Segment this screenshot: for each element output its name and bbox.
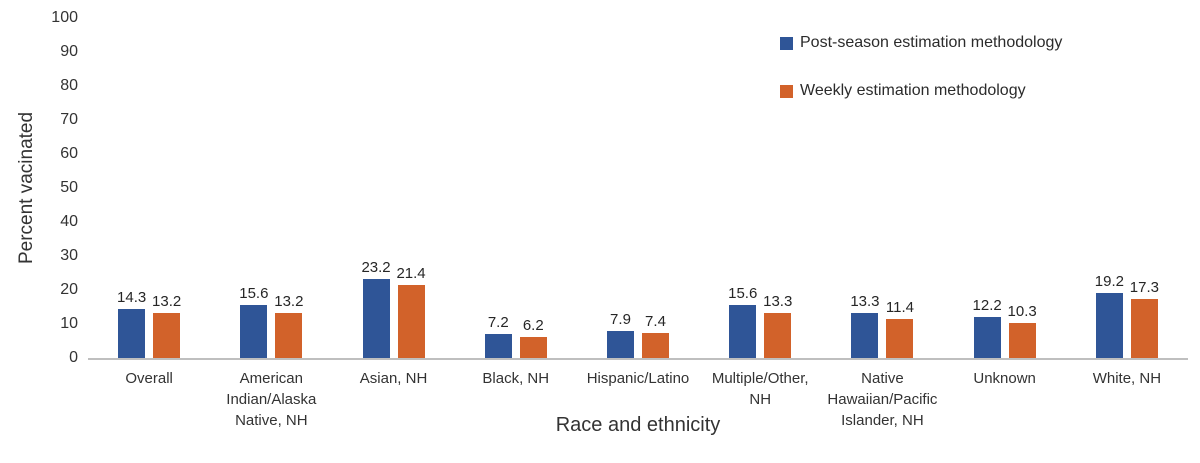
- x-category-label: Native Hawaiian/Pacific Islander, NH: [827, 370, 938, 429]
- x-category-label: Hispanic/Latino: [586, 370, 690, 387]
- bar-post-season: 13.3: [850, 293, 880, 358]
- bar-weekly: 13.3: [763, 293, 792, 358]
- y-axis: 0 10 20 30 40 50 60 70 80 90 100: [0, 0, 82, 463]
- bar-post-season: 23.2: [361, 259, 391, 358]
- x-category-label: Asian, NH: [359, 370, 428, 387]
- y-tick-label: 90: [60, 43, 78, 60]
- bar-weekly: 10.3: [1008, 303, 1037, 358]
- bar-post-season: 7.2: [484, 314, 512, 358]
- x-category-label: Multiple/Other, NH: [711, 370, 809, 408]
- y-tick-label: 20: [60, 281, 78, 298]
- legend-label: Weekly estimation methodology: [800, 82, 1026, 99]
- y-tick-label: 40: [60, 213, 78, 230]
- legend-swatch: [780, 84, 793, 98]
- bar-post-season: 15.6: [728, 285, 757, 358]
- x-category-label: White, NH: [1092, 370, 1162, 387]
- bar-weekly: 13.2: [152, 293, 181, 358]
- bar-group: 12.2 10.3: [944, 18, 1066, 358]
- y-tick-label: 70: [60, 111, 78, 128]
- bar-value-label: 13.3: [763, 292, 793, 310]
- bar-group: 13.3 11.4: [821, 18, 943, 358]
- bar-weekly: 13.2: [274, 293, 303, 358]
- bar-value-label: 15.6: [728, 285, 758, 302]
- bar-post-season: 12.2: [973, 297, 1002, 358]
- bar-value-label: 13.2: [152, 293, 182, 311]
- plot-area: 14.3 13.2 15.6 13.2 23.2 21.4 7.2 6.2 7.9 7.4 15.6…: [88, 18, 1188, 360]
- x-category-label: Unknown: [973, 370, 1036, 387]
- bar-post-season: 15.6: [239, 285, 268, 358]
- bar-weekly: 6.2: [519, 317, 547, 358]
- x-axis-title: Race and ethnicity: [555, 414, 721, 436]
- bar-post-season: 7.9: [606, 311, 634, 358]
- bar-group: 15.6 13.3: [699, 18, 821, 358]
- y-tick-label: 100: [51, 9, 78, 26]
- bar-value-label: 17.3: [1129, 279, 1159, 297]
- legend-item: Post-season estimation methodology: [780, 33, 1062, 53]
- x-axis-labels: Overall American Indian/Alaska Native, NH…: [88, 368, 1188, 431]
- bar-weekly: 17.3: [1130, 279, 1159, 358]
- bar-weekly: 11.4: [886, 299, 914, 358]
- bar-value-label: 7.4: [645, 312, 666, 330]
- x-category-label: American Indian/Alaska Native, NH: [226, 370, 317, 429]
- bar-group: 23.2 21.4: [332, 18, 454, 358]
- bar-group: 7.9 7.4: [577, 18, 699, 358]
- legend-item: Weekly estimation methodology: [780, 81, 1062, 101]
- bar-value-label: 21.4: [396, 265, 426, 283]
- bar-value-label: 10.3: [1007, 303, 1037, 320]
- legend-label: Post-season estimation methodology: [800, 34, 1063, 51]
- y-tick-label: 60: [60, 145, 78, 162]
- bar-post-season: 19.2: [1095, 273, 1124, 358]
- bar-group: 14.3 13.2: [88, 18, 210, 358]
- bar-group: 19.2 17.3: [1066, 18, 1188, 358]
- bar-group: 7.2 6.2: [455, 18, 577, 358]
- bar-weekly: 21.4: [396, 265, 426, 358]
- bar-value-label: 15.6: [239, 285, 269, 302]
- bar-value-label: 11.4: [885, 299, 914, 317]
- bar-value-label: 14.3: [117, 289, 147, 307]
- bar-value-label: 7.9: [610, 311, 631, 329]
- y-tick-label: 10: [60, 315, 78, 332]
- bar-value-label: 6.2: [522, 316, 544, 334]
- bar-group: 15.6 13.2: [210, 18, 332, 358]
- legend: Post-season estimation methodology Weekly…: [780, 33, 1062, 101]
- y-tick-label: 80: [60, 77, 78, 94]
- bar-weekly: 7.4: [641, 313, 669, 358]
- y-tick-label: 0: [69, 349, 78, 366]
- bar-value-label: 12.2: [972, 296, 1002, 314]
- x-category-label: Black, NH: [482, 370, 550, 387]
- bar-post-season: 14.3: [117, 289, 146, 358]
- bar-value-label: 7.2: [487, 313, 509, 331]
- bar-value-label: 13.2: [274, 293, 304, 311]
- y-tick-label: 30: [60, 247, 78, 264]
- y-tick-label: 50: [60, 179, 78, 196]
- bar-value-label: 23.2: [361, 259, 391, 277]
- bar-value-label: 19.2: [1094, 272, 1124, 290]
- legend-swatch: [780, 36, 793, 50]
- x-category-label: Overall: [125, 370, 173, 387]
- bar-value-label: 13.3: [850, 292, 880, 310]
